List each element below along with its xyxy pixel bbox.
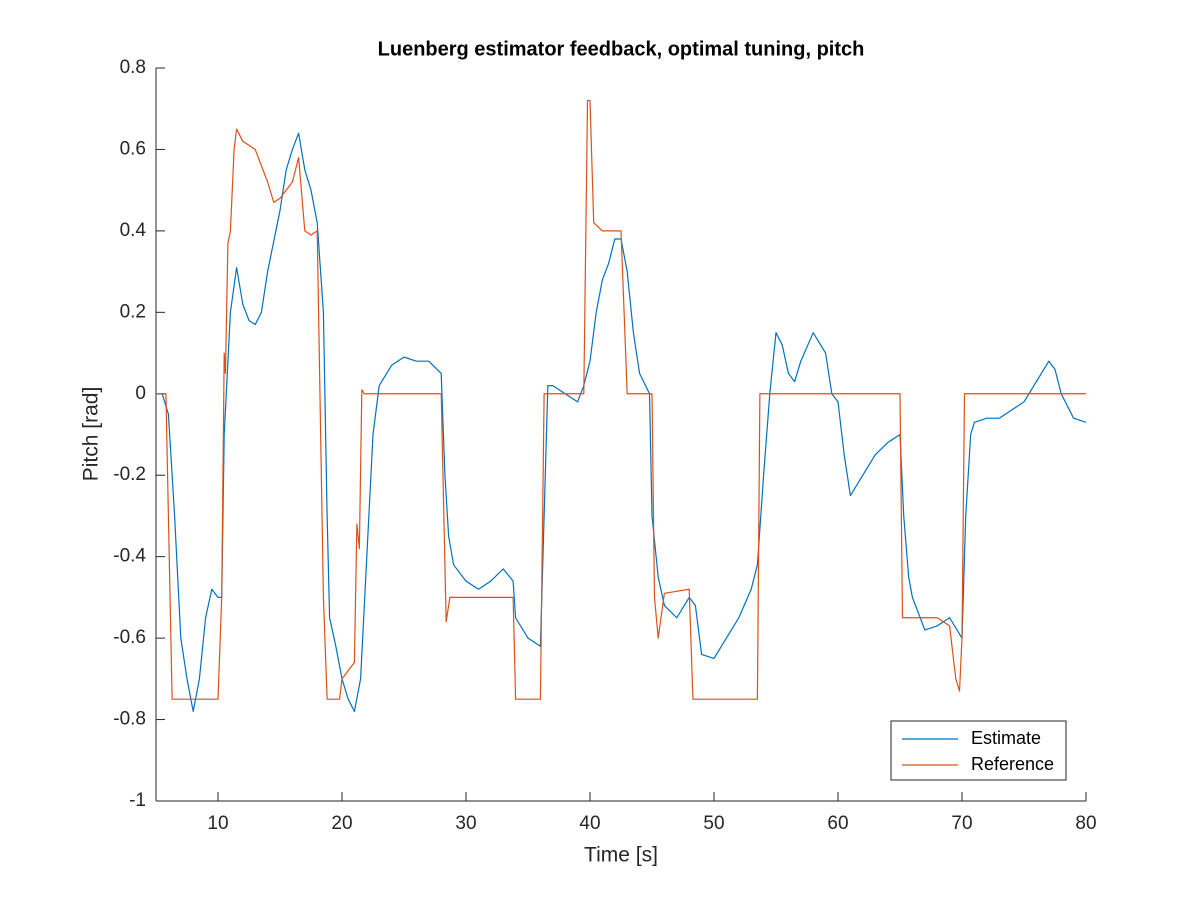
x-tick-label: 20	[331, 813, 352, 834]
legend-label: Estimate	[971, 728, 1041, 748]
y-tick-label: 0.2	[120, 301, 146, 322]
y-tick-label: 0.4	[120, 220, 147, 241]
x-axis-label: Time [s]	[584, 844, 658, 867]
y-tick-label: 0.6	[120, 138, 146, 159]
y-tick-label: -1	[129, 790, 146, 811]
y-tick-label: -0.8	[113, 709, 146, 730]
line-series	[156, 99, 1086, 700]
y-axis-label: Pitch [rad]	[80, 387, 103, 482]
y-tick-label: 0.8	[120, 57, 146, 78]
x-tick-label: 50	[703, 813, 724, 834]
legend-box	[890, 720, 1067, 781]
x-tick-label: 60	[827, 813, 848, 834]
x-tick-label: 10	[207, 813, 228, 834]
x-tick-label: 80	[1075, 813, 1096, 834]
x-tick-label: 30	[455, 813, 476, 834]
x-tick-label: 70	[951, 813, 972, 834]
y-tick-label: 0	[135, 383, 146, 404]
y-tick-label: -0.4	[113, 546, 146, 567]
x-tick-label: 40	[579, 813, 600, 834]
legend-label: Reference	[971, 754, 1054, 774]
y-tick-label: -0.2	[113, 464, 146, 485]
y-tick-label: -0.6	[113, 627, 146, 648]
chart-title: Luenberg estimator feedback, optimal tun…	[378, 38, 865, 60]
